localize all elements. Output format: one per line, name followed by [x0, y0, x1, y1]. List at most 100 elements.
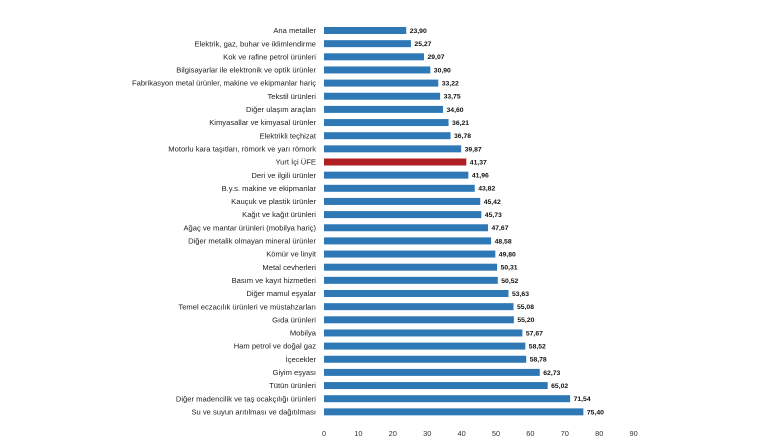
- category-labels-group: Ana metaller Elektrik, gaz, buhar ve ikli…: [132, 26, 317, 416]
- bar-diger-metalik-olmayan-mineral-urunler: [324, 237, 492, 245]
- bar-kimyasallar-ve-kimyasal-urunler: [324, 119, 449, 127]
- x-tick-label: 20: [389, 429, 397, 438]
- bar-deri-ve-ilgili-urunler: [324, 171, 469, 179]
- x-tick-label: 0: [322, 429, 326, 438]
- bar-icecekler: [324, 355, 527, 363]
- x-tick-label: 80: [595, 429, 603, 438]
- category-label: Diğer metalik olmayan mineral ürünler: [188, 237, 316, 246]
- value-label: 55,08: [517, 304, 534, 311]
- category-label: Kimyasallar ve kimyasal ürünler: [209, 118, 316, 127]
- bar-metal-cevherleri: [324, 263, 498, 271]
- bar-motorlu-kara-tasitlari-romork-ve-yari-romork: [324, 145, 462, 153]
- value-label: 33,22: [442, 81, 459, 88]
- category-label: Diğer mamul eşyalar: [246, 289, 316, 298]
- category-label: Elektrikli teçhizat: [259, 131, 316, 140]
- value-label: 50,52: [501, 278, 518, 285]
- category-label: Basım ve kayıt hizmetleri: [232, 276, 317, 285]
- bar-ana-metaller: [324, 27, 407, 34]
- value-label: 50,31: [501, 265, 518, 272]
- x-tick-label: 10: [354, 429, 362, 438]
- bar-b-y-s-makine-ve-ekipmanlar: [324, 184, 475, 192]
- value-label: 58,78: [530, 357, 547, 364]
- value-label: 47,67: [491, 225, 508, 232]
- value-label: 41,96: [472, 173, 489, 180]
- bar-agac-ve-mantar-urunleri-mobilya-haric: [324, 224, 488, 232]
- value-label: 33,75: [444, 94, 461, 101]
- category-label: Kok ve rafine petrol ürünleri: [223, 52, 316, 61]
- bars-group: [324, 27, 584, 416]
- category-label: Su ve suyun arıtılması ve dağıtılması: [191, 407, 316, 416]
- category-label: Ana metaller: [273, 26, 316, 35]
- category-label: Kömür ve linyit: [266, 250, 317, 259]
- value-label: 43,82: [478, 186, 495, 193]
- value-label: 55,20: [517, 317, 534, 324]
- category-label: B.y.s. makine ve ekipmanlar: [222, 184, 317, 193]
- value-label: 62,73: [543, 370, 560, 377]
- value-label: 29,07: [428, 54, 445, 61]
- bar-elektrik-gaz-buhar-ve-iklimlendirme: [324, 40, 411, 48]
- bar-yurt-ici-ufe: [324, 158, 467, 166]
- value-label: 23,90: [410, 28, 427, 35]
- bar-kok-ve-rafine-petrol-urunleri: [324, 53, 424, 61]
- value-label: 36,78: [454, 133, 471, 140]
- x-tick-label: 40: [457, 429, 465, 438]
- category-label: Bilgisayarlar ile elektronik ve optik ür…: [176, 66, 316, 75]
- category-label: Deri ve ilgili ürünler: [251, 171, 316, 180]
- bar-kaucuk-ve-plastik-urunler: [324, 197, 481, 205]
- value-label: 49,80: [499, 251, 516, 258]
- value-label: 65,02: [551, 383, 568, 390]
- category-label: Tütün ürünleri: [269, 381, 316, 390]
- category-label: Ağaç ve mantar ürünleri (mobilya hariç): [183, 223, 316, 232]
- bar-temel-eczacilik-urunleri-ve-mustahzarlari: [324, 303, 514, 311]
- bar-fabrikasyon-metal-urunler-makine-ve-ekipmanlar-haric: [324, 79, 439, 87]
- category-label: Diğer madencilik ve taş ocakçılığı ürünl…: [176, 394, 316, 403]
- x-tick-label: 70: [561, 429, 569, 438]
- bar-giyim-esyasi: [324, 368, 540, 376]
- bar-ham-petrol-ve-dogal-gaz: [324, 342, 526, 350]
- value-label: 30,90: [434, 67, 451, 74]
- bar-elektrikli-techizat: [324, 132, 451, 140]
- value-label: 45,73: [485, 212, 502, 219]
- value-label: 57,67: [526, 330, 543, 337]
- value-label: 75,40: [587, 409, 604, 416]
- bar-kagit-ve-kagit-urunleri: [324, 211, 482, 219]
- category-label: Kağıt ve kağıt ürünleri: [242, 210, 316, 219]
- bar-su-ve-suyun-aritilmasi-ve-dagitilmasi: [324, 408, 584, 416]
- category-label: Motorlu kara taşıtları, römork ve yarı r…: [168, 144, 316, 153]
- bar-diger-mamul-esyalar: [324, 290, 509, 297]
- bar-basim-ve-kayit-hizmetleri: [324, 276, 498, 284]
- bar-mobilya: [324, 329, 523, 337]
- category-label: İçecekler: [286, 355, 317, 364]
- x-tick-label: 30: [423, 429, 431, 438]
- bar-tekstil-urunleri: [324, 92, 441, 100]
- value-labels-group: 23,90 25,27 29,07 30,90 33,22 33,75 34,60 36,21…: [410, 28, 604, 416]
- value-label: 53,63: [512, 291, 529, 298]
- value-label: 41,37: [470, 159, 487, 166]
- bar-diger-madencilik-ve-tas-ocakciligi-urunleri: [324, 395, 571, 403]
- value-label: 39,87: [465, 146, 482, 153]
- value-label: 45,42: [484, 199, 501, 206]
- category-label: Tekstil ürünleri: [267, 92, 316, 101]
- value-label: 48,58: [495, 238, 512, 245]
- bar-tutun-urunleri: [324, 382, 548, 390]
- category-label: Elektrik, gaz, buhar ve iklimlendirme: [194, 39, 316, 48]
- x-tick-label: 60: [526, 429, 534, 438]
- category-label: Giyim eşyası: [273, 368, 316, 377]
- category-label: Yurt İçi ÜFE: [275, 158, 316, 167]
- category-label: Fabrikasyon metal ürünler, makine ve eki…: [132, 79, 316, 88]
- x-tick-label: 90: [629, 429, 637, 438]
- value-label: 58,52: [529, 344, 546, 351]
- x-tick-label: 50: [492, 429, 500, 438]
- x-axis: 0 10 20 30 40 50 60 70 80 90: [322, 429, 638, 438]
- value-label: 34,60: [447, 107, 464, 114]
- category-label: Gıda ürünleri: [272, 315, 316, 324]
- bar-diger-ulasim-araclari: [324, 105, 444, 113]
- category-label: Mobilya: [290, 329, 317, 338]
- category-label: Diğer ulaşım araçları: [246, 105, 316, 114]
- value-label: 25,27: [414, 41, 431, 48]
- value-label: 71,54: [574, 396, 591, 403]
- value-label: 36,21: [452, 120, 469, 127]
- category-label: Metal cevherleri: [262, 263, 316, 272]
- category-label: Ham petrol ve doğal gaz: [234, 342, 317, 351]
